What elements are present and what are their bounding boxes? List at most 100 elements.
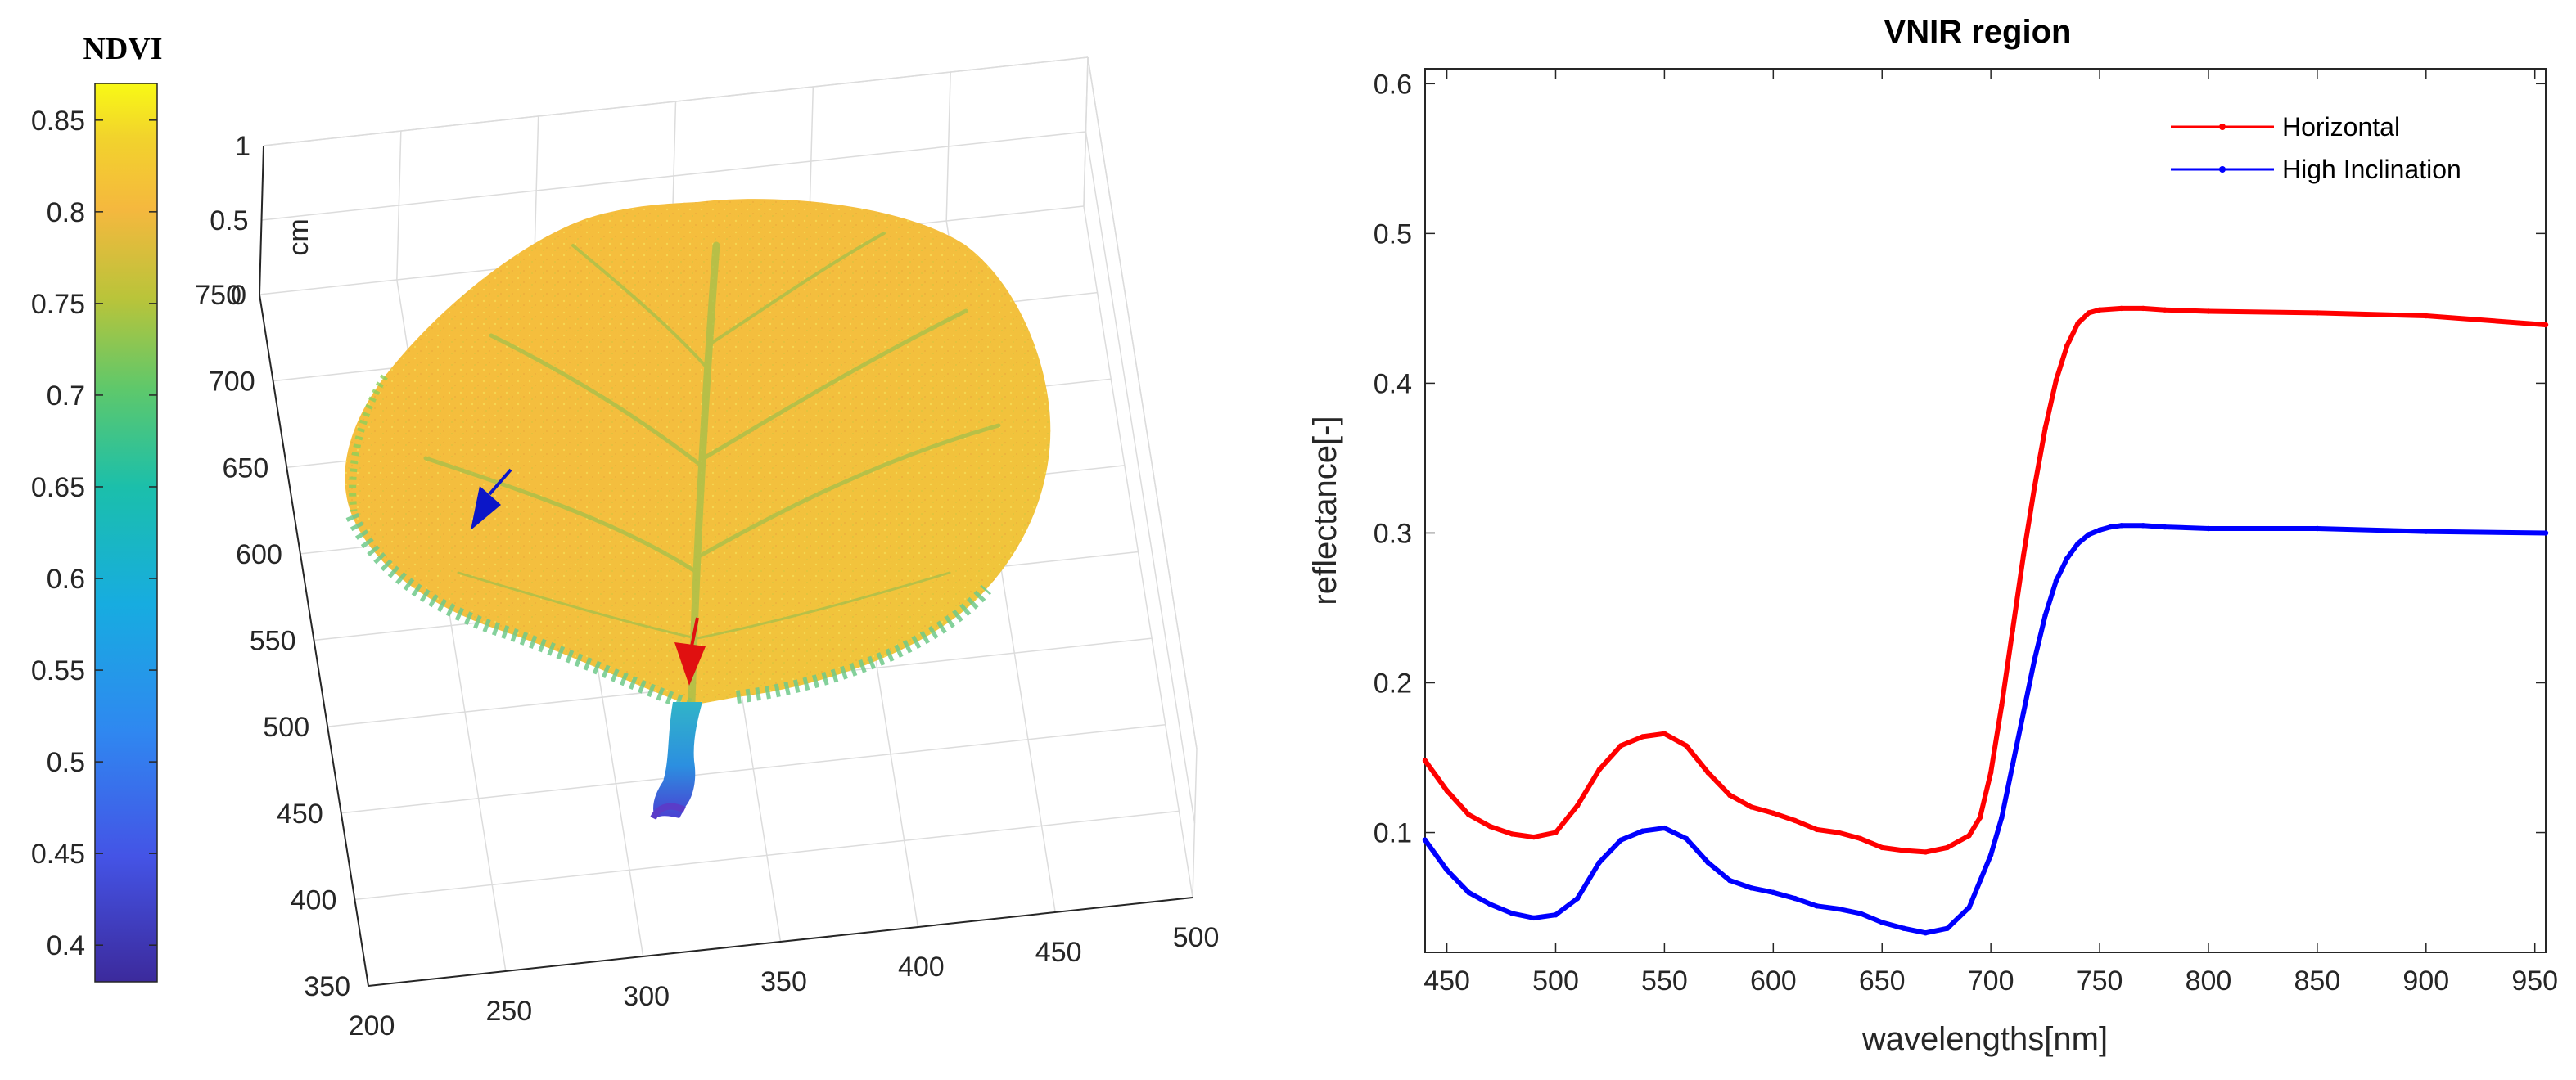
data-point-high-inclination bbox=[1683, 835, 1690, 842]
legend-label-high-inclination: High Inclination bbox=[2282, 155, 2461, 184]
grid-line bbox=[1085, 131, 1196, 824]
data-point-horizontal bbox=[2205, 308, 2212, 314]
y3d-tick-label: 350 bbox=[304, 971, 350, 1002]
z3d-axis-label: cm bbox=[283, 218, 314, 255]
data-point-horizontal bbox=[1999, 702, 2005, 709]
grid-line bbox=[1087, 56, 1198, 749]
data-point-high-inclination bbox=[2086, 532, 2091, 538]
data-point-horizontal bbox=[2141, 305, 2146, 312]
data-point-horizontal bbox=[1901, 848, 1906, 853]
data-point-horizontal bbox=[2064, 343, 2070, 349]
z3d-tick-label: 0.5 bbox=[210, 205, 248, 236]
data-point-high-inclination bbox=[2032, 657, 2037, 664]
x-tick-label: 800 bbox=[2186, 965, 2232, 997]
data-point-horizontal bbox=[1640, 734, 1646, 740]
x-tick-label: 750 bbox=[2077, 965, 2123, 997]
data-point-horizontal bbox=[2032, 485, 2037, 491]
data-point-horizontal bbox=[1683, 743, 1690, 749]
y-axis-label: reflectance[-] bbox=[1307, 416, 1343, 605]
data-point-high-inclination bbox=[1618, 837, 1624, 843]
data-point-high-inclination bbox=[1792, 895, 1798, 902]
data-point-horizontal bbox=[1835, 830, 1842, 835]
data-point-high-inclination bbox=[2314, 525, 2321, 532]
plot-area bbox=[1424, 68, 2547, 953]
x-tick-label: 650 bbox=[1859, 965, 1906, 997]
colorbar-ticks: 0.85 0.8 0.75 0.7 0.65 0.6 0.55 0.5 0.45 0.4 bbox=[31, 106, 157, 961]
series-lines bbox=[1422, 305, 2549, 936]
grid-line bbox=[341, 724, 1166, 814]
data-point-horizontal bbox=[1923, 849, 1929, 855]
data-point-horizontal bbox=[1748, 804, 1754, 810]
data-point-high-inclination bbox=[2064, 556, 2070, 561]
axis-line bbox=[259, 294, 369, 987]
y3d-tick-label: 600 bbox=[236, 539, 282, 570]
colorbar-tick-label: 0.55 bbox=[31, 655, 85, 686]
data-point-horizontal bbox=[1792, 817, 1798, 824]
red-arrow bbox=[674, 617, 706, 686]
y-tick-label: 0.4 bbox=[1374, 368, 1412, 399]
ndvi-colorbar: NDVI 0.85 0.8 0.75 0.7 0.65 0.6 0.55 0.5 0.45 0.4 bbox=[31, 32, 163, 983]
data-point-high-inclination bbox=[2053, 578, 2059, 584]
blue-arrow bbox=[471, 468, 512, 530]
data-point-high-inclination bbox=[1662, 825, 1667, 831]
x3d-tick-label: 200 bbox=[349, 1010, 395, 1042]
data-point-high-inclination bbox=[2096, 527, 2103, 533]
data-point-high-inclination bbox=[1879, 920, 1885, 925]
y3d-tick-label: 650 bbox=[223, 452, 269, 484]
grid-line bbox=[261, 131, 1086, 221]
data-point-high-inclination bbox=[2020, 709, 2027, 716]
z3d-tick-label: 0 bbox=[231, 280, 246, 311]
colorbar-tick-label: 0.6 bbox=[47, 564, 85, 595]
data-point-high-inclination bbox=[2042, 612, 2048, 619]
data-point-horizontal bbox=[1857, 835, 1863, 842]
data-point-horizontal bbox=[1444, 788, 1450, 794]
x3d-tick-label: 300 bbox=[623, 981, 670, 1012]
data-point-horizontal bbox=[2086, 310, 2091, 316]
3d-tick-labels: 200 250 300 350 400 450 500 350 400 450 500 550 600 6… bbox=[195, 131, 1219, 1042]
colorbar-title: NDVI bbox=[83, 32, 162, 66]
data-point-high-inclination bbox=[2075, 541, 2081, 547]
data-point-horizontal bbox=[1705, 770, 1711, 776]
leaf-petiole bbox=[653, 702, 702, 818]
data-point-high-inclination bbox=[2118, 523, 2124, 529]
data-point-horizontal bbox=[1509, 831, 1515, 837]
leaf-edge-rim bbox=[345, 512, 992, 712]
data-point-horizontal bbox=[2314, 310, 2321, 316]
colorbar-tick-label: 0.45 bbox=[31, 839, 85, 870]
x3d-tick-label: 250 bbox=[485, 996, 532, 1027]
x-tick-label: 700 bbox=[1968, 965, 2014, 997]
data-point-horizontal bbox=[2053, 377, 2059, 383]
data-point-horizontal bbox=[1814, 826, 1820, 833]
grid-line bbox=[354, 810, 1180, 901]
x-axis-label: wavelengths[nm] bbox=[1861, 1021, 2108, 1057]
data-point-horizontal bbox=[1531, 834, 1537, 840]
chart-title: VNIR region bbox=[1884, 14, 2072, 50]
data-point-horizontal bbox=[1596, 767, 1602, 772]
data-point-high-inclination bbox=[1531, 915, 1537, 921]
colorbar-gradient bbox=[94, 83, 158, 983]
data-point-horizontal bbox=[2096, 307, 2103, 313]
data-point-high-inclination bbox=[2162, 524, 2168, 530]
data-point-high-inclination bbox=[1771, 889, 1776, 896]
data-point-horizontal bbox=[1944, 844, 1951, 851]
data-point-high-inclination bbox=[1835, 906, 1842, 912]
data-point-high-inclination bbox=[2205, 525, 2212, 532]
data-point-horizontal bbox=[2162, 307, 2168, 313]
y3d-tick-label: 700 bbox=[209, 367, 255, 398]
data-point-high-inclination bbox=[2542, 530, 2549, 536]
data-point-horizontal bbox=[1487, 824, 1493, 830]
data-point-horizontal bbox=[2542, 322, 2549, 328]
y-tick-label: 0.3 bbox=[1374, 518, 1412, 549]
data-point-high-inclination bbox=[1727, 877, 1733, 884]
data-point-horizontal bbox=[1466, 812, 1472, 817]
x-tick-label: 450 bbox=[1423, 965, 1470, 997]
data-point-horizontal bbox=[2010, 628, 2015, 633]
data-point-high-inclination bbox=[1999, 815, 2005, 821]
data-point-horizontal bbox=[2423, 313, 2429, 319]
y3d-tick-label: 750 bbox=[195, 280, 241, 311]
colorbar-tick-label: 0.75 bbox=[31, 289, 85, 320]
data-point-horizontal bbox=[1618, 743, 1624, 749]
leaf-texture bbox=[345, 199, 1051, 705]
data-point-high-inclination bbox=[1923, 930, 1929, 936]
